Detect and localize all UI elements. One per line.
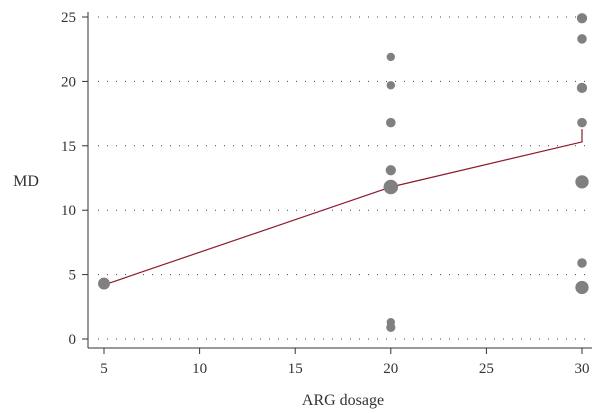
data-point [576,13,588,24]
y-tick-label: 10 [61,203,76,219]
y-tick-label: 15 [61,139,76,155]
data-point [575,280,589,295]
x-tick-label: 5 [100,361,108,377]
data-point [385,165,396,176]
y-tick-label: 5 [69,268,77,284]
y-tick-label: 20 [61,74,76,90]
x-tick-label: 30 [575,361,590,377]
data-points [98,13,589,333]
data-point [386,322,396,333]
fit-line-group [103,129,583,286]
x-tick-label: 25 [479,361,494,377]
x-tick-label: 15 [288,361,303,377]
data-point [386,117,396,128]
grid-lines [98,16,588,340]
x-axis-title: ARG dosage [302,392,384,409]
y-tick-label: 25 [61,10,76,26]
y-axis-title: MD [13,173,39,190]
data-point [386,81,395,90]
data-point [577,117,587,128]
x-tick-label: 20 [383,361,398,377]
axes: 0 5 10 15 20 25 5 10 15 20 25 30 [61,10,592,377]
data-point [577,258,587,268]
data-point [386,52,395,62]
x-tick-label: 10 [192,361,207,377]
data-point [98,277,110,290]
data-point [575,175,589,189]
fit-line [103,129,583,286]
data-point [576,82,588,93]
data-point [383,179,399,195]
y-tick-label: 0 [69,332,77,348]
data-point [577,34,587,44]
